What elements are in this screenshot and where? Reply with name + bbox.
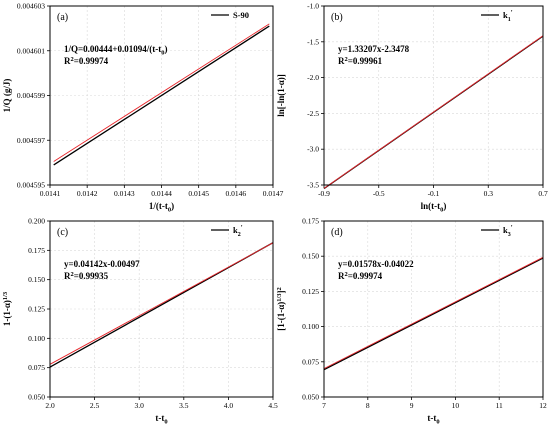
panel-c: 2.0 2.5 3.0 3.5 4.0 4.5 0.050 0.075 0.100 0.125 0.… [2, 217, 278, 426]
x-tick-label: 3.0 [135, 401, 145, 410]
y-tick-label: 0.125 [302, 287, 319, 296]
y-tick-label: 0.050 [28, 393, 45, 402]
x-tick-label: 0.0147 [263, 189, 284, 198]
x-tick-label: 0.3 [484, 189, 494, 198]
y-tick-label: 0.004597 [17, 136, 45, 145]
x-axis-label: 1/(t-t0) [149, 201, 174, 214]
panel-label: (d) [331, 227, 343, 238]
x-tick-label: 0.0142 [77, 189, 98, 198]
r-squared: R2=0.99935 [64, 271, 109, 281]
r-squared: R2=0.99961 [338, 56, 383, 66]
x-tick-label: 2.0 [45, 401, 55, 410]
fit-equation: y=0.04142x-0.00497 [64, 259, 140, 269]
legend-label: k3' [503, 224, 513, 238]
r-squared: R2=0.99974 [64, 56, 109, 66]
y-tick-label: 0.175 [28, 246, 45, 255]
y-tick-label: -2.0 [307, 73, 319, 82]
y-tick-label: -3.0 [307, 145, 319, 154]
x-tick-label: 12 [539, 401, 547, 410]
y-tick-label: 0.100 [28, 334, 45, 343]
x-tick-label: 0.0145 [188, 189, 209, 198]
y-tick-label: 0.125 [28, 305, 45, 314]
x-axis-label: t-t0 [155, 413, 167, 426]
x-tick-label: -0.1 [428, 189, 440, 198]
fit-equation: y=1.33207x-2.3478 [338, 44, 410, 54]
x-tick-label: 9 [410, 401, 414, 410]
y-tick-label: 0.004595 [17, 181, 45, 190]
legend-label: k1' [503, 9, 513, 23]
y-tick-label: 0.075 [302, 357, 319, 366]
fit-equation: y=0.01578x-0.04022 [338, 259, 414, 269]
y-tick-label: 0.004599 [17, 91, 45, 100]
x-tick-label: 7 [322, 401, 326, 410]
y-axis-label: 1/Q (g/J) [2, 79, 12, 113]
x-axis-label: ln(t-t0) [421, 201, 447, 214]
y-tick-label: 0.050 [302, 393, 319, 402]
x-tick-label: 2.5 [90, 401, 100, 410]
r-squared: R2=0.99974 [338, 271, 383, 281]
panel-label: (a) [57, 12, 68, 23]
panel-label: (c) [57, 227, 68, 238]
y-tick-label: 0.200 [28, 217, 45, 226]
panel-label: (b) [331, 12, 343, 23]
y-tick-label: 0.100 [302, 322, 319, 331]
y-axis-label: 1-(1-α)1/3 [2, 291, 12, 326]
x-tick-label: -0.5 [373, 189, 385, 198]
data-series-line [53, 25, 270, 166]
x-tick-label: 0.7 [538, 189, 548, 198]
x-tick-label: 0.0144 [151, 189, 172, 198]
fit-line [53, 23, 270, 162]
legend-label: k2' [233, 224, 243, 238]
y-tick-label: 0.175 [302, 217, 319, 226]
panel-b: -0.9 -0.5 -0.1 0.3 0.7 -3.5 -3.0 -2.5 -2.0 -1.5 -1… [276, 2, 548, 214]
x-tick-label: 3.5 [179, 401, 189, 410]
x-tick-label: 0.0141 [40, 189, 61, 198]
plot-frame [49, 220, 274, 398]
plot-frame [323, 220, 544, 398]
legend-label: S-90 [233, 10, 249, 20]
y-tick-label: 0.004603 [17, 2, 45, 11]
y-tick-label: -2.5 [307, 109, 319, 118]
fit-line [323, 35, 544, 189]
y-axis-label: ln[-ln(1-α)] [276, 74, 286, 117]
x-tick-label: 0.0146 [226, 189, 247, 198]
data-series-line [323, 257, 544, 371]
plot-frame [49, 5, 274, 186]
y-tick-label: -3.5 [307, 181, 319, 190]
panel-d: 7 8 9 10 11 12 0.050 0.075 0.100 0.125 0.150 0.175 (… [276, 217, 547, 426]
x-tick-label: 10 [452, 401, 460, 410]
panel-a: 0.0141 0.0142 0.0143 0.0144 0.0145 0.0146 0.01… [2, 2, 284, 214]
y-tick-label: 0.075 [28, 363, 45, 372]
fit-equation: 1/Q=0.00444+0.01094/(t-t0) [64, 44, 168, 57]
x-tick-label: -0.9 [318, 189, 330, 198]
x-tick-label: 4.0 [224, 401, 234, 410]
plot-frame [323, 5, 544, 186]
y-axis-label: [1-(1-α)1/3]2 [276, 287, 286, 331]
x-tick-label: 11 [496, 401, 503, 410]
y-tick-label: -1.0 [307, 2, 319, 11]
y-tick-label: -1.5 [307, 37, 319, 46]
fit-line [49, 242, 274, 365]
x-axis-label: t-t0 [427, 413, 439, 426]
x-tick-label: 8 [366, 401, 370, 410]
y-tick-label: 0.150 [28, 275, 45, 284]
x-tick-label: 4.5 [268, 401, 278, 410]
fit-line [323, 256, 544, 370]
x-tick-label: 0.0143 [114, 189, 135, 198]
y-tick-label: 0.150 [302, 252, 319, 261]
y-tick-label: 0.004601 [17, 46, 45, 55]
